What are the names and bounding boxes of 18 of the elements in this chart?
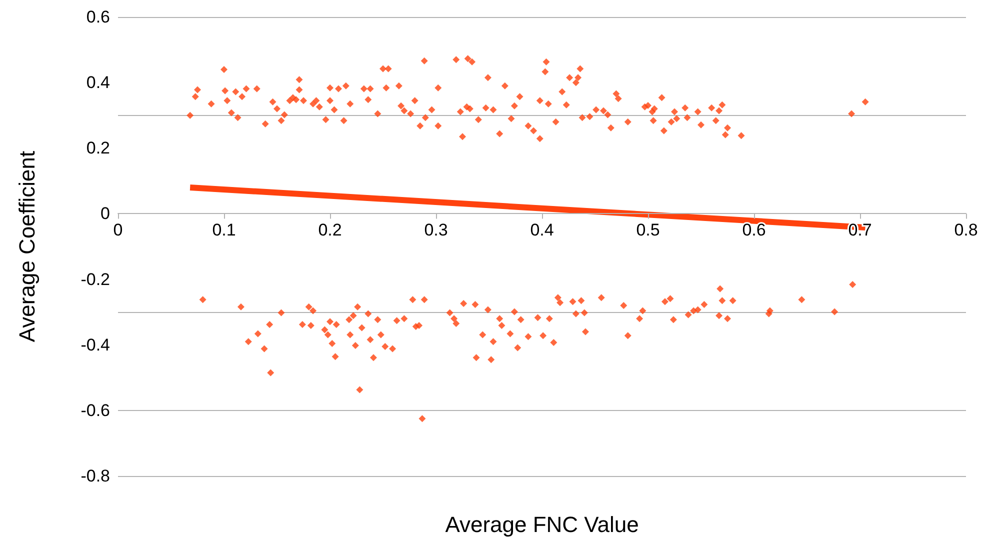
y-tick-label: -0.6	[80, 400, 110, 420]
y-tick-label: 0	[100, 204, 110, 224]
x-tick-label: 0.5	[636, 220, 660, 240]
y-tick-label: 0.4	[86, 73, 110, 92]
y-tick-label: -0.8	[80, 466, 110, 486]
x-tick-label: 0.6	[742, 220, 766, 240]
x-axis-title: Average FNC Value	[445, 512, 639, 538]
y-tick-label: 0.6	[86, 8, 110, 26]
y-tick-label: 0.2	[86, 138, 110, 158]
y-tick-label: -0.4	[80, 335, 110, 354]
x-tick-label: 0.8	[954, 220, 978, 240]
y-axis-title: Average Coefficient	[14, 150, 40, 342]
x-tick-label: 0.2	[318, 220, 342, 240]
x-tick-label: 0.4	[530, 220, 554, 240]
y-tick-label: -0.2	[80, 270, 110, 289]
x-tick-label: 0.3	[424, 220, 448, 240]
x-tick-label: 0.1	[212, 220, 236, 240]
x-tick-label: 0	[113, 220, 123, 240]
